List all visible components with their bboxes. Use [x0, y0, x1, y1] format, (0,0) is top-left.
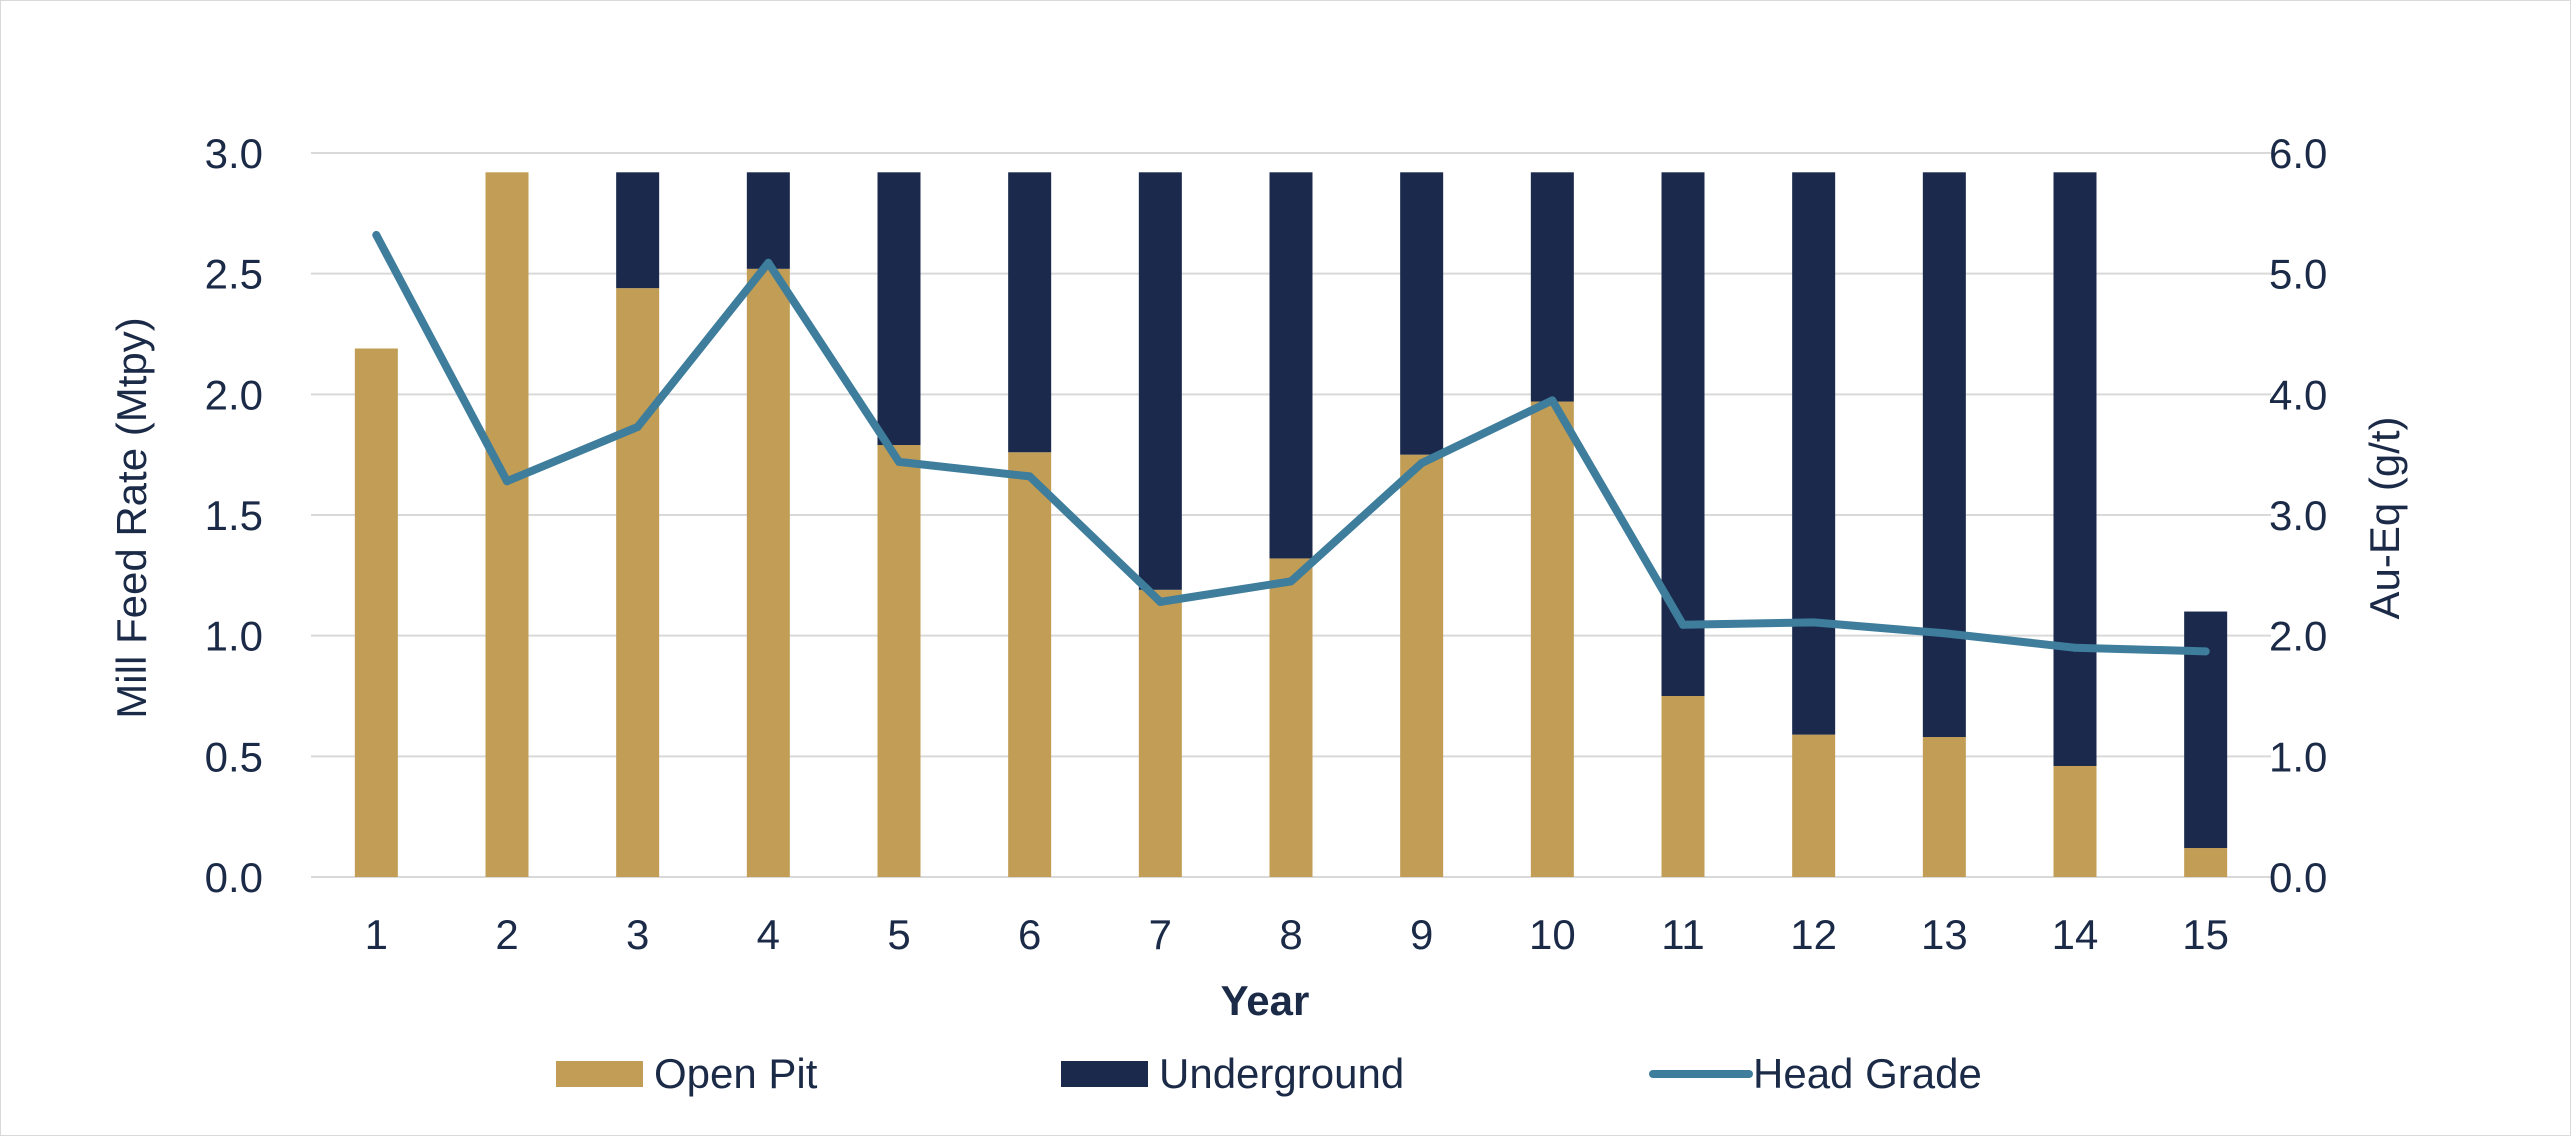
y-tick-label: 1.0	[205, 613, 263, 660]
y-tick-label: 0.0	[205, 854, 263, 901]
head-grade-point	[1809, 618, 1818, 627]
y-tick-label: 0.5	[205, 733, 263, 780]
head-grade-point	[1025, 472, 1034, 481]
y-tick-label: 2.5	[205, 251, 263, 298]
y2-tick-labels: 0.0 1.0 2.0 3.0 4.0 5.0 6.0	[2269, 130, 2327, 901]
y-tick-label: 1.5	[205, 492, 263, 539]
bar-open-pit	[1008, 452, 1052, 877]
y2-tick-label: 5.0	[2269, 251, 2327, 298]
x-tick-label: 2	[495, 911, 518, 958]
y-tick-labels: 0.0 0.5 1.0 1.5 2.0 2.5 3.0	[205, 130, 263, 901]
bar-underground	[1530, 172, 1574, 402]
x-tick-label: 13	[1921, 911, 1968, 958]
bar-underground	[877, 172, 921, 446]
head-grade-point	[2201, 647, 2210, 656]
x-tick-label: 15	[2182, 911, 2229, 958]
legend-swatch-underground	[1061, 1061, 1148, 1087]
bar-open-pit	[877, 445, 921, 877]
bar-open-pit	[1661, 696, 1705, 877]
head-grade-point	[1156, 597, 1165, 606]
y2-tick-label: 2.0	[2269, 613, 2327, 660]
bar-underground	[1922, 172, 1966, 738]
y2-tick-label: 1.0	[2269, 733, 2327, 780]
x-tick-label: 11	[1661, 911, 1705, 958]
x-tick-label: 12	[1790, 911, 1837, 958]
bar-underground	[746, 172, 790, 269]
x-tick-label: 10	[1529, 911, 1576, 958]
bar-series	[354, 172, 2228, 878]
bar-open-pit	[1530, 401, 1574, 877]
bar-underground	[1269, 172, 1313, 559]
x-tick-labels: 1 2 3 4 5 6 7 8 9 10 11 12 13 14 15	[365, 911, 2229, 958]
y2-tick-label: 0.0	[2269, 854, 2327, 901]
legend-label-head-grade: Head Grade	[1753, 1050, 1982, 1097]
x-tick-label: 1	[365, 911, 388, 958]
bar-open-pit	[2184, 848, 2228, 877]
bar-underground	[1400, 172, 1444, 455]
head-grade-point	[1679, 620, 1687, 629]
head-grade-point	[503, 477, 511, 486]
bar-open-pit	[1922, 737, 1966, 877]
head-grade-point	[2071, 643, 2079, 652]
y-tick-label: 2.0	[205, 371, 263, 418]
x-axis-title: Year	[1221, 977, 1310, 1024]
bar-underground	[1008, 172, 1052, 453]
bar-open-pit	[485, 172, 529, 878]
legend: Open Pit Underground Head Grade	[556, 1050, 1982, 1097]
bar-underground	[1792, 172, 1836, 735]
y-axis-title: Mill Feed Rate (Mtpy)	[108, 317, 155, 718]
bar-open-pit	[1400, 454, 1444, 877]
x-tick-label: 9	[1410, 911, 1433, 958]
x-tick-label: 8	[1279, 911, 1302, 958]
head-grade-point	[372, 231, 381, 240]
bar-open-pit	[1792, 734, 1836, 877]
head-grade-point	[1287, 577, 1295, 586]
bar-open-pit	[1269, 558, 1313, 877]
x-tick-label: 7	[1149, 911, 1172, 958]
bar-underground	[1661, 172, 1705, 697]
head-grade-point	[1417, 459, 1426, 468]
y2-axis-title: Au-Eq (g/t)	[2361, 416, 2408, 619]
legend-label-underground: Underground	[1159, 1050, 1404, 1097]
head-grade-point	[1940, 629, 1949, 638]
bar-open-pit	[1138, 589, 1182, 877]
bar-open-pit	[746, 268, 790, 878]
x-tick-label: 6	[1018, 911, 1041, 958]
head-grade-point	[1548, 396, 1557, 405]
bar-underground	[616, 172, 660, 289]
bar-open-pit	[354, 348, 398, 878]
y2-tick-label: 4.0	[2269, 371, 2327, 418]
x-tick-label: 14	[2052, 911, 2099, 958]
head-grade-point	[633, 422, 642, 431]
bar-underground	[1138, 172, 1182, 590]
bar-open-pit	[2053, 765, 2097, 877]
y-tick-label: 3.0	[205, 130, 263, 177]
x-tick-label: 5	[887, 911, 910, 958]
y2-tick-label: 6.0	[2269, 130, 2327, 177]
bar-underground	[2053, 172, 2097, 766]
head-grade-point	[895, 457, 903, 466]
legend-label-open-pit: Open Pit	[654, 1050, 818, 1097]
legend-swatch-open-pit	[556, 1061, 643, 1087]
bar-open-pit	[616, 288, 660, 877]
head-grade-point	[764, 258, 773, 267]
line-series	[372, 231, 2210, 656]
x-tick-label: 4	[757, 911, 780, 958]
y2-tick-label: 3.0	[2269, 492, 2327, 539]
x-tick-label: 3	[626, 911, 649, 958]
